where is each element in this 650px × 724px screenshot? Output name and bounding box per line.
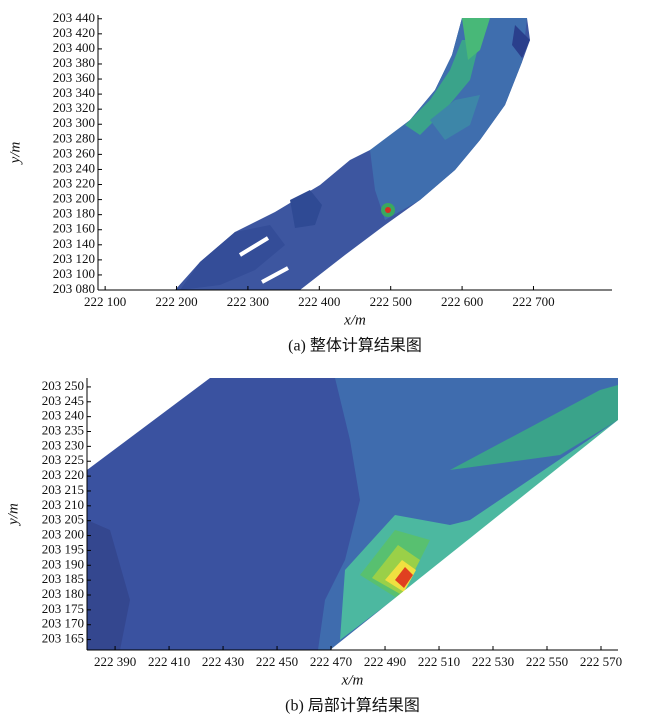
y-tick-label: 203 140 [53, 236, 95, 251]
y-tick-label: 203 250 [42, 378, 84, 393]
mask [0, 0, 98, 300]
y-tick-label: 203 360 [53, 70, 95, 85]
x-tick-label: 222 450 [256, 654, 298, 669]
y-tick-label: 203 170 [42, 616, 84, 631]
x-tick-label: 222 410 [148, 654, 190, 669]
y-tick-label: 203 300 [53, 115, 95, 130]
x-tick-label: 222 300 [227, 294, 269, 309]
y-tick-label: 203 195 [42, 541, 84, 556]
y-tick-label: 203 225 [42, 452, 84, 467]
x-tick-label: 222 570 [580, 654, 622, 669]
y-tick-label: 203 180 [53, 206, 95, 221]
caption: (a) 整体计算结果图 [288, 336, 422, 355]
x-tick-label: 222 530 [472, 654, 514, 669]
x-tick-label: 222 100 [84, 294, 126, 309]
x-tick-label: 222 390 [94, 654, 136, 669]
y-tick-label: 203 100 [53, 266, 95, 281]
x-tick-label: 222 600 [441, 294, 483, 309]
x-tick-label: 222 490 [364, 654, 406, 669]
x-tick-label: 222 430 [202, 654, 244, 669]
y-tick-label: 203 230 [42, 437, 84, 452]
y-tick-label: 203 245 [42, 393, 84, 408]
x-axis-label: x/m [341, 672, 364, 688]
y-tick-label: 203 200 [53, 191, 95, 206]
x-tick-label: 222 400 [298, 294, 340, 309]
y-tick-label: 203 280 [53, 130, 95, 145]
x-tick-label: 222 200 [155, 294, 197, 309]
caption: (b) 局部计算结果图 [285, 696, 420, 715]
x-tick-label: 222 470 [310, 654, 352, 669]
contour-field-b [87, 378, 618, 650]
x-axis-label: x/m [343, 312, 366, 328]
y-tick-label: 203 240 [42, 408, 84, 423]
y-tick-label: 203 220 [42, 467, 84, 482]
contour-field-a [175, 18, 530, 290]
y-tick-label: 203 205 [42, 512, 84, 527]
y-axis-label: y/m [5, 503, 21, 527]
y-tick-label: 203 340 [53, 85, 95, 100]
y-tick-label: 203 190 [42, 556, 84, 571]
y-tick-label: 203 240 [53, 160, 95, 175]
y-tick-label: 203 080 [53, 281, 95, 296]
y-tick-label: 203 420 [53, 25, 95, 40]
x-tick-label: 222 500 [370, 294, 412, 309]
y-tick-label: 203 260 [53, 145, 95, 160]
mask [0, 370, 87, 660]
y-tick-label: 203 120 [53, 251, 95, 266]
y-tick-label: 203 165 [42, 631, 84, 646]
y-tick-label: 203 180 [42, 586, 84, 601]
y-axis-label: y/m [7, 142, 23, 166]
y-tick-label: 203 440 [53, 10, 95, 25]
y-tick-label: 203 400 [53, 40, 95, 55]
y-tick-label: 203 160 [53, 221, 95, 236]
y-tick-label: 203 210 [42, 497, 84, 512]
y-tick-label: 203 200 [42, 527, 84, 542]
y-tick-label: 203 235 [42, 422, 84, 437]
x-tick-label: 222 510 [418, 654, 460, 669]
y-tick-label: 203 215 [42, 482, 84, 497]
y-tick-label: 203 175 [42, 601, 84, 616]
x-tick-label: 222 550 [526, 654, 568, 669]
y-tick-label: 203 320 [53, 100, 95, 115]
x-tick-label: 222 700 [512, 294, 554, 309]
y-tick-label: 203 380 [53, 55, 95, 70]
y-tick-label: 203 185 [42, 571, 84, 586]
y-tick-label: 203 220 [53, 176, 95, 191]
